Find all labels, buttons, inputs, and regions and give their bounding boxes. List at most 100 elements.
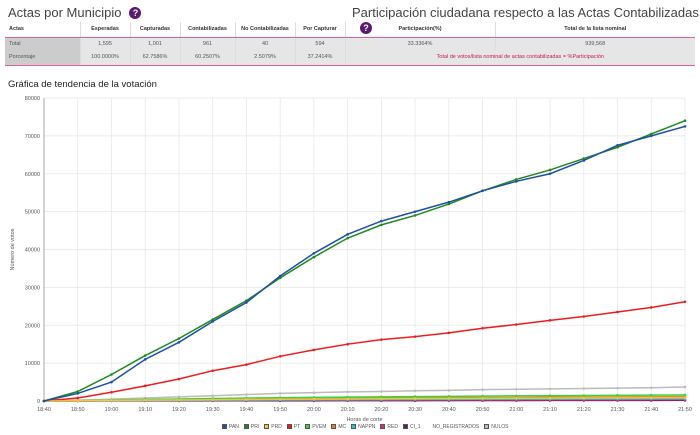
data-point-nulos [312, 391, 316, 394]
x-tick-label: 21:40 [644, 407, 658, 413]
chart-legend: PAN PRI PRD PT PVEM MC NAPPN RED CI_1 NO_REGISTRA… [222, 424, 508, 430]
data-point-pan [346, 233, 349, 236]
legend-swatch [351, 424, 357, 429]
data-point-nulos [380, 390, 383, 393]
data-point-prd [447, 397, 451, 400]
cell: 1,001 [129, 37, 180, 50]
legend-label: MC [338, 424, 347, 430]
actas-table: Actas Esperadas Capturadas Contabilizada… [5, 22, 695, 66]
legend-item-red[interactable]: RED [380, 424, 398, 430]
legend-swatch [305, 424, 311, 429]
x-tick-label: 19:20 [172, 407, 186, 413]
data-point-nulos [683, 385, 687, 389]
data-point-pt [683, 300, 687, 304]
col-header: Por Capturar [294, 22, 345, 38]
x-axis-label: Horas de corte [346, 417, 382, 423]
x-tick-label: 20:00 [307, 407, 321, 413]
y-tick-label: 80000 [25, 96, 40, 102]
y-tick-label: 20000 [25, 323, 40, 329]
data-point-pan [582, 159, 586, 162]
data-point-pri [582, 157, 586, 160]
data-point-pri [110, 373, 113, 376]
legend-item-nulos[interactable]: NULOS [484, 424, 508, 430]
legend-item-no_registrados[interactable]: NO_REGISTRADOS [425, 424, 479, 430]
legend-swatch [243, 424, 249, 429]
data-point-pri [76, 390, 80, 393]
x-tick-label: 20:40 [442, 407, 456, 413]
x-tick-label: 19:10 [138, 407, 152, 413]
x-tick-label: 19:00 [105, 407, 119, 413]
y-axis-label: Número de votos [10, 228, 16, 270]
data-point-pvem [649, 393, 653, 397]
y-tick-label: 60000 [25, 172, 40, 178]
data-point-nulos [515, 387, 518, 391]
chart-title: Gráfica de tendencia de la votación [8, 79, 157, 90]
data-point-prd [312, 397, 316, 401]
data-point-pt [278, 355, 282, 358]
cell: Porcentaje [5, 50, 80, 66]
y-tick-label: 0 [37, 399, 40, 405]
data-point-prd [110, 399, 113, 402]
data-point-pri [616, 145, 619, 149]
cell: 60.2507% [179, 50, 235, 66]
legend-item-nappn[interactable]: NAPPN [351, 424, 375, 430]
cell: 100.0000% [79, 50, 130, 66]
legend-item-pri[interactable]: PRI [243, 424, 259, 430]
y-tick-label: 40000 [25, 248, 40, 254]
data-point-pt [582, 315, 586, 318]
y-tick-label: 10000 [25, 361, 40, 367]
legend-item-ci_1[interactable]: CI_1 [402, 424, 421, 430]
data-point-pri [515, 178, 518, 181]
data-point-pvem [548, 394, 552, 397]
data-point-pan [447, 200, 451, 204]
data-point-prd [413, 397, 417, 400]
data-point-pt [548, 319, 552, 322]
y-tick-label: 50000 [25, 210, 40, 216]
legend-label: CI_1 [409, 424, 421, 430]
col-header: Participación(%) [344, 22, 495, 38]
data-point-pt [413, 335, 417, 338]
data-point-nulos [548, 387, 552, 391]
legend-label: PVEM [312, 424, 327, 430]
data-point-nulos [413, 389, 417, 393]
data-point-pan [110, 380, 113, 384]
data-point-pvem [616, 394, 619, 397]
col-header: Contabilizadas [179, 22, 235, 38]
data-point-pvem [346, 395, 349, 399]
cell: 40 [234, 37, 295, 50]
data-point-prd [649, 396, 653, 400]
legend-item-mc[interactable]: MC [331, 424, 346, 430]
data-point-pt [380, 338, 383, 341]
actas-title-text: Actas por Municipio [8, 5, 122, 20]
data-point-pan [312, 251, 316, 255]
data-point-pt [245, 363, 248, 366]
series-line-prd [43, 396, 686, 402]
table-header-row: Actas Esperadas Capturadas Contabilizada… [5, 22, 695, 38]
data-point-pri [143, 354, 147, 357]
legend-item-pt[interactable]: PT [286, 424, 300, 430]
data-point-pt [143, 384, 147, 388]
legend-item-pvem[interactable]: PVEM [305, 424, 326, 430]
col-header: Esperadas [79, 22, 130, 38]
y-tick-label: 30000 [25, 285, 40, 291]
data-point-prd [143, 398, 147, 402]
x-tick-label: 19:40 [240, 407, 254, 413]
data-point-prd [211, 398, 214, 402]
legend-item-prd[interactable]: PRD [264, 424, 282, 430]
data-point-pt [447, 331, 451, 335]
x-tick-label: 18:40 [37, 407, 51, 413]
data-point-nulos [447, 389, 451, 392]
data-point-pan [413, 210, 417, 213]
y-tick-label: 70000 [25, 134, 40, 140]
legend-label: RED [387, 424, 398, 430]
data-point-pri [413, 214, 417, 217]
data-point-nulos [245, 393, 248, 396]
help-icon[interactable]: ? [129, 7, 142, 19]
cell: 594 [294, 37, 345, 50]
cell: 62.7586% [129, 50, 180, 66]
data-point-pvem [380, 395, 383, 399]
data-point-pan [380, 219, 383, 223]
legend-item-pan[interactable]: PAN [222, 424, 239, 430]
data-point-prd [177, 398, 181, 402]
